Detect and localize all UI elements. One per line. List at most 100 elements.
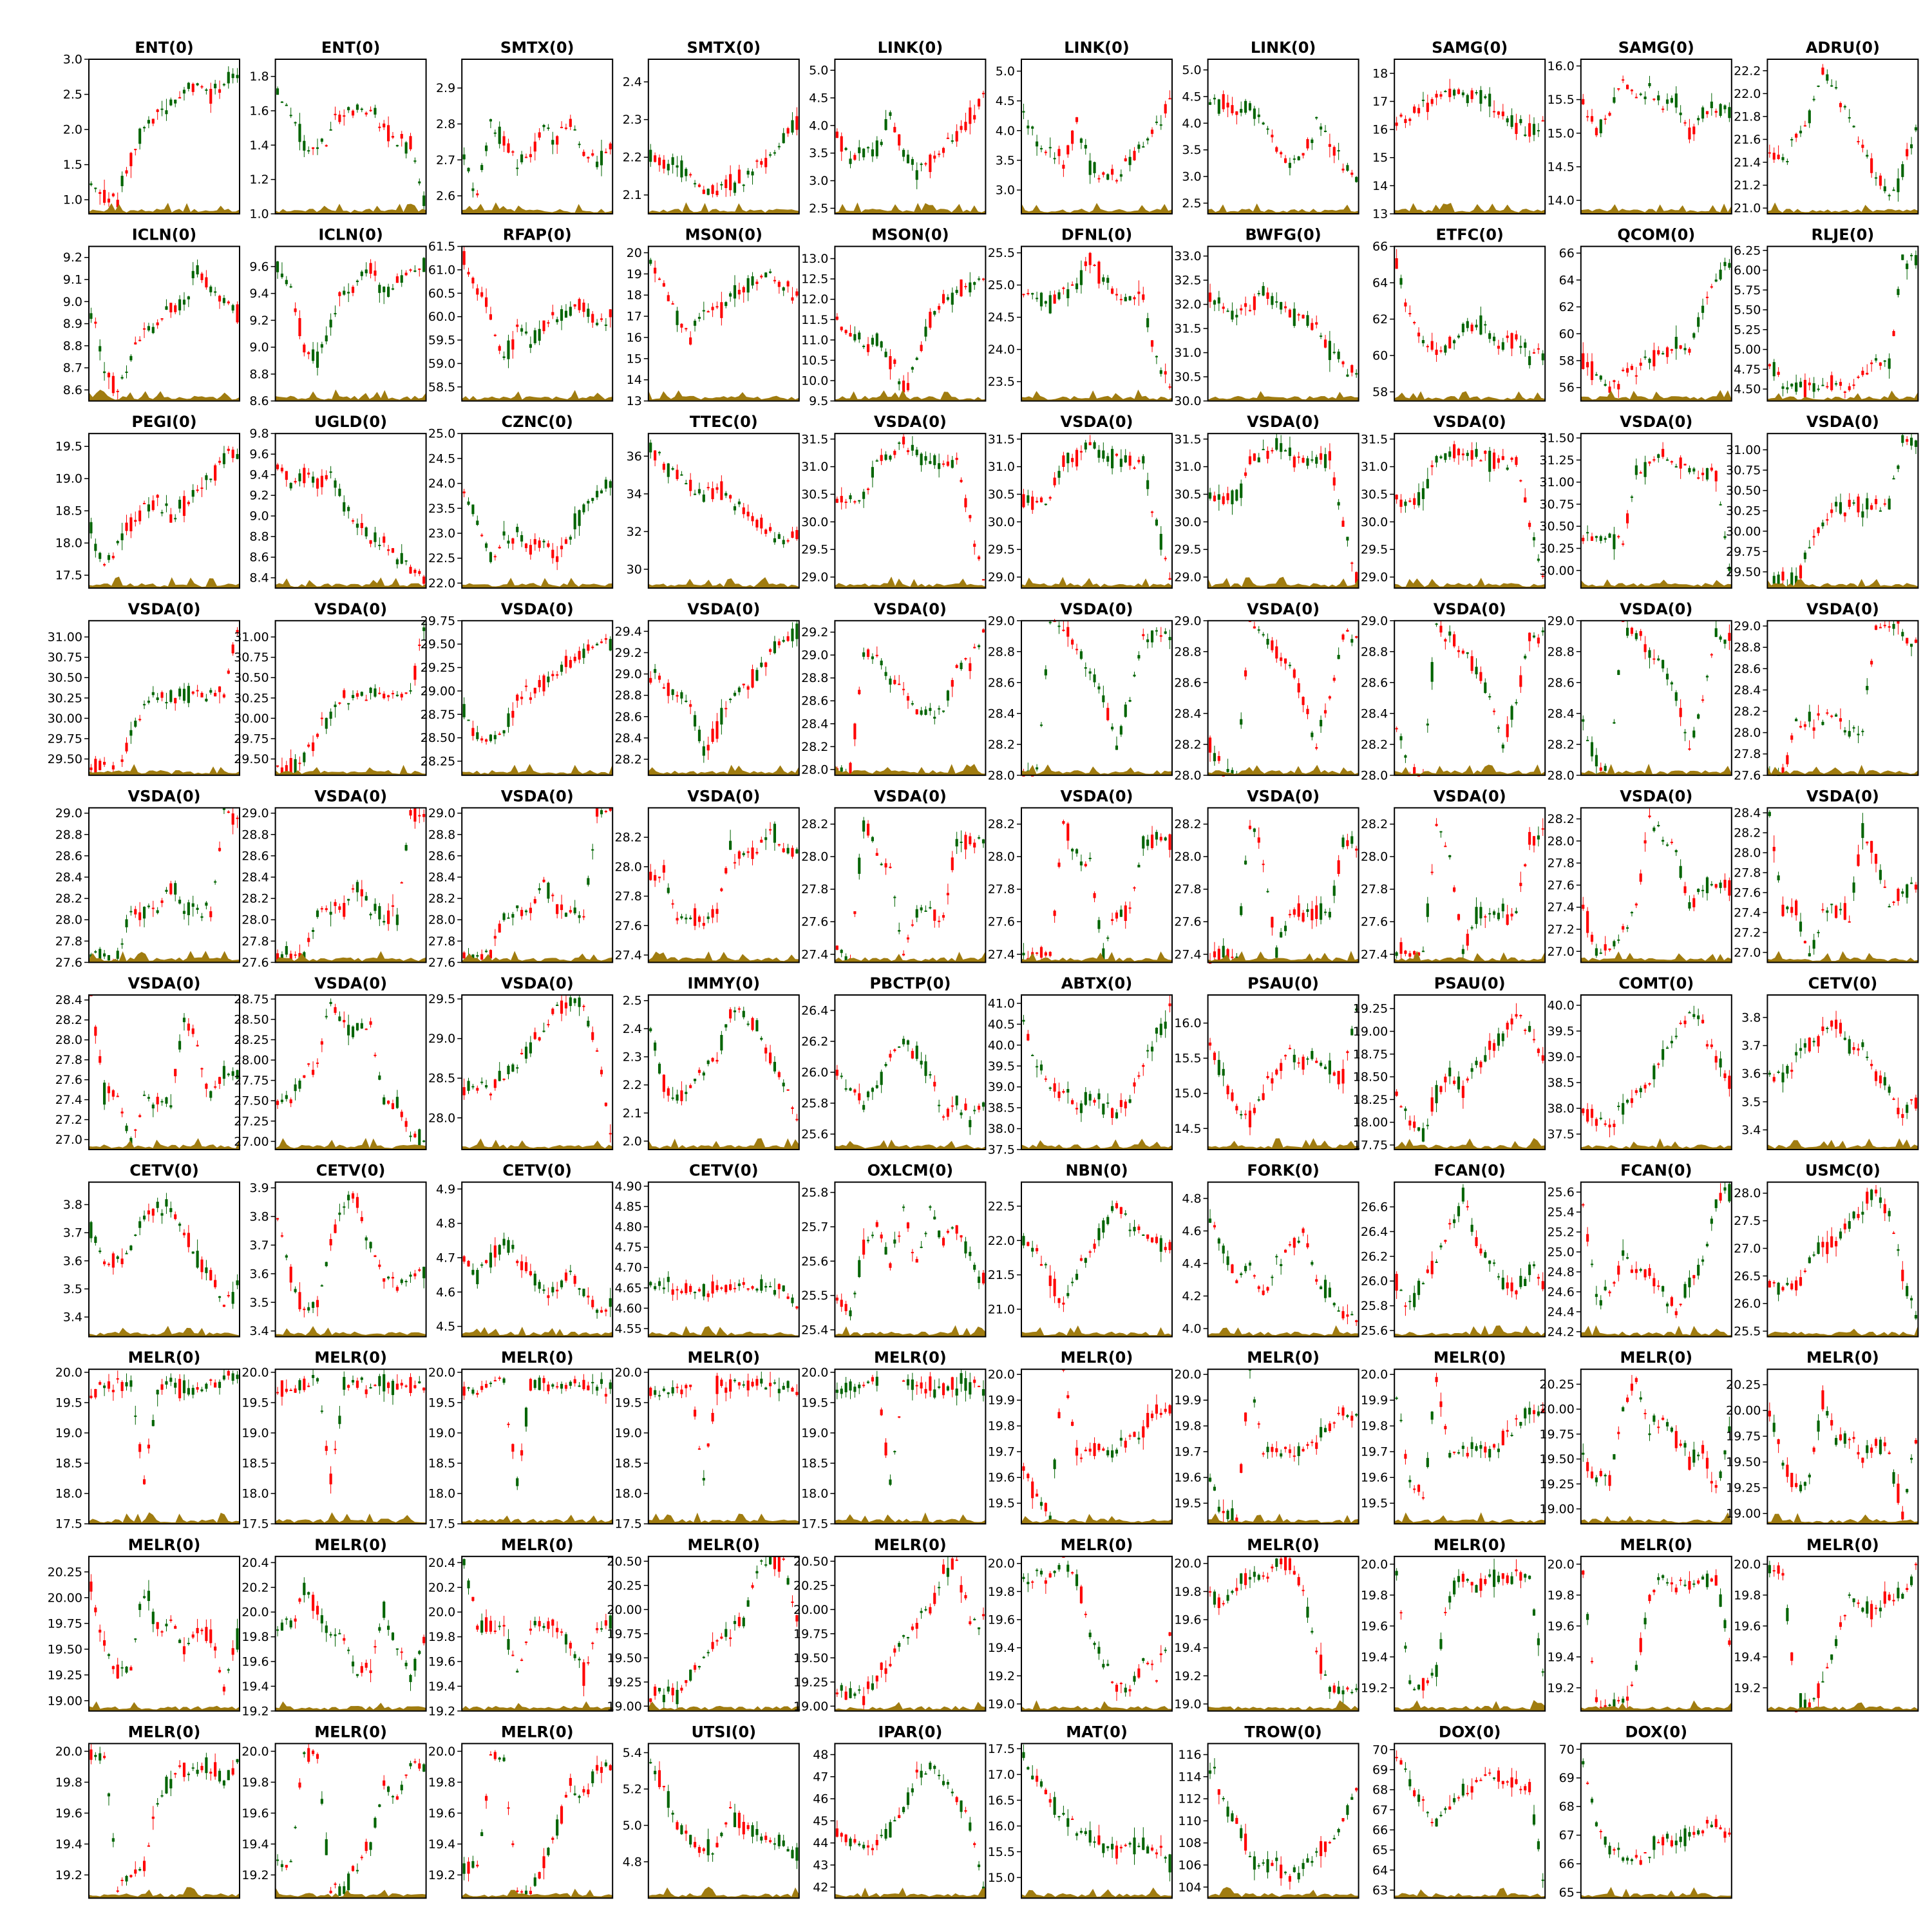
candle-body xyxy=(676,1094,679,1101)
candle-body xyxy=(409,567,412,574)
candle-body xyxy=(1817,85,1820,87)
candle-body xyxy=(702,494,705,502)
candle-body xyxy=(1710,1044,1713,1047)
candle-body xyxy=(933,909,936,921)
candle-body xyxy=(715,191,719,196)
candle-body xyxy=(1106,1102,1110,1104)
candle-body xyxy=(462,952,466,959)
candle-body xyxy=(1501,744,1504,749)
candle-body xyxy=(1133,674,1136,677)
candle-body xyxy=(875,1085,878,1088)
y-tick-label: 26.0 xyxy=(801,1066,828,1080)
candle-body xyxy=(1208,1042,1212,1046)
y-tick-label: 28.4 xyxy=(988,706,1015,721)
candle-body xyxy=(369,913,372,916)
candle-body xyxy=(343,1019,346,1023)
candle-body xyxy=(938,306,941,310)
candle-body xyxy=(1057,292,1061,299)
candle-body xyxy=(182,688,186,701)
candle-body xyxy=(1044,1078,1047,1080)
candle-body xyxy=(1244,100,1247,113)
candle-body xyxy=(1497,458,1500,463)
candle-body xyxy=(1231,490,1234,505)
candle-body xyxy=(902,381,905,393)
y-tick-label: 66 xyxy=(1372,240,1388,254)
y-tick-label: 4.0 xyxy=(996,124,1015,138)
candle-body xyxy=(1137,1075,1141,1077)
y-tick-label: 2.0 xyxy=(63,123,82,137)
candle-body xyxy=(484,739,488,742)
candle-body xyxy=(1119,299,1122,301)
candle-body xyxy=(391,1103,395,1110)
candle-body xyxy=(1168,578,1171,580)
volume-area xyxy=(462,390,613,401)
candle-body xyxy=(1888,358,1891,369)
chart-panel: VSDA(0)29.029.530.030.531.031.5 xyxy=(1361,413,1546,589)
candle-body xyxy=(147,700,150,703)
candle-body xyxy=(369,540,372,544)
candle-body xyxy=(1665,347,1669,357)
candle-body xyxy=(1639,472,1642,474)
candle-body xyxy=(737,687,741,692)
candle-body xyxy=(1293,669,1296,678)
candle-body xyxy=(355,280,359,282)
y-tick-label: 15 xyxy=(1372,151,1388,165)
candle-body xyxy=(1315,747,1318,749)
candle-body xyxy=(1532,537,1536,541)
candle-body xyxy=(151,327,155,334)
candle-body xyxy=(902,954,905,956)
candle-body xyxy=(875,853,878,856)
y-tick-label: 31.00 xyxy=(1726,443,1761,457)
y-tick-label: 28.2 xyxy=(242,892,269,906)
candle-body xyxy=(178,900,182,904)
y-tick-label: 27.4 xyxy=(1361,947,1388,961)
candle-body xyxy=(1852,126,1855,128)
chart-title: PSAU(0) xyxy=(1247,974,1319,992)
candle-body xyxy=(871,837,874,842)
y-tick-label: 28.25 xyxy=(421,754,455,768)
candle-body xyxy=(498,126,501,144)
y-tick-label: 22.0 xyxy=(428,576,455,591)
candle-body xyxy=(1639,630,1642,636)
candle-body xyxy=(395,914,399,925)
candle-body xyxy=(205,1083,208,1089)
candle-body xyxy=(1084,261,1087,267)
candle-body xyxy=(1093,893,1096,898)
candle-body xyxy=(760,1037,763,1040)
chart-panel: ICLN(0)8.68.89.09.29.49.6 xyxy=(249,226,427,408)
candle-body xyxy=(742,853,745,855)
candle-body xyxy=(1861,370,1864,375)
candle-body xyxy=(129,730,133,736)
candle-body xyxy=(1653,828,1656,831)
candle-body xyxy=(587,500,590,504)
candle-body xyxy=(298,1080,301,1089)
candle-body xyxy=(1466,453,1469,457)
candle-body xyxy=(1653,459,1656,461)
candle-body xyxy=(214,881,217,883)
candle-body xyxy=(929,312,932,328)
candle-body xyxy=(1240,308,1243,310)
candle-body xyxy=(355,693,359,697)
candle-body xyxy=(880,660,883,666)
candle-body xyxy=(365,699,368,701)
candle-body xyxy=(1821,67,1824,75)
candle-body xyxy=(1453,634,1456,647)
candle-body xyxy=(1280,1063,1283,1071)
volume-area xyxy=(275,204,426,214)
candle-body xyxy=(1297,903,1300,917)
y-tick-label: 28.8 xyxy=(1734,641,1761,655)
candle-body xyxy=(289,1099,292,1104)
candle-body xyxy=(1297,1062,1300,1064)
candle-body xyxy=(591,849,594,851)
candle-body xyxy=(1453,444,1456,459)
candle-body xyxy=(480,535,484,536)
chart-panel: VSDA(0)28.228.428.628.829.029.229.4 xyxy=(614,600,800,776)
candle-body xyxy=(142,1094,146,1096)
candle-body xyxy=(1355,1009,1358,1011)
candle-body xyxy=(600,810,603,815)
candle-body xyxy=(911,367,914,370)
plot-frame xyxy=(461,245,614,402)
candle-body xyxy=(742,184,745,186)
y-tick-label: 29.0 xyxy=(55,806,82,820)
candle-body xyxy=(1714,279,1718,282)
